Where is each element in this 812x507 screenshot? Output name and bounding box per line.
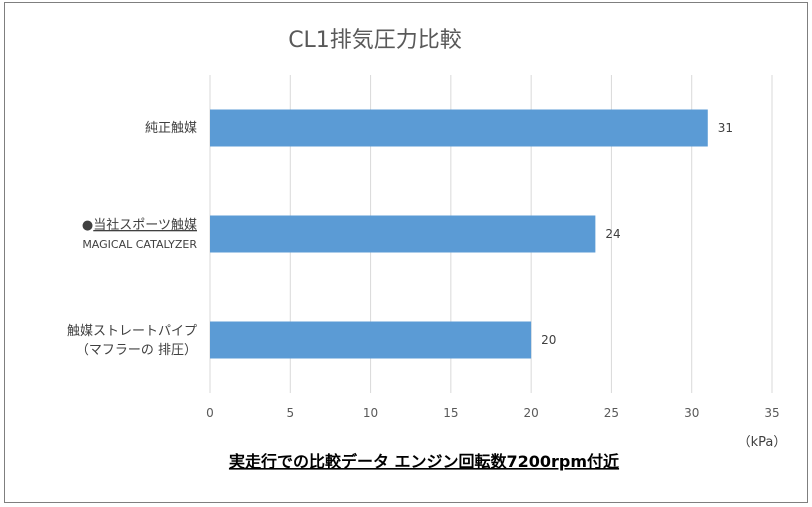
x-tick-label: 35 [764, 406, 779, 420]
data-label: 20 [541, 333, 556, 347]
category-label: ●当社スポーツ触媒 [82, 217, 197, 233]
bar [210, 215, 596, 253]
bullet-icon: ● [82, 218, 93, 233]
x-tick-label: 0 [206, 406, 214, 420]
unit-label: （kPa） [738, 435, 787, 450]
category-label-text: 当社スポーツ触媒 [93, 217, 197, 233]
chart-title: CL1排気圧力比較 [288, 28, 462, 53]
x-tick-labels: 0 5 10 15 20 25 30 35 [206, 406, 779, 420]
x-tick-label: 20 [524, 406, 539, 420]
x-tick-label: 10 [363, 406, 378, 420]
category-label: 純正触媒 [145, 121, 197, 136]
x-tick-label: 25 [604, 406, 619, 420]
x-tick-label: 15 [443, 406, 458, 420]
category-labels: 純正触媒 ●当社スポーツ触媒 MAGICAL CATALYZER 触媒ストレートパイプ… [67, 121, 197, 358]
data-label: 24 [605, 227, 620, 241]
category-label-text: 触媒ストレートパイプ [67, 324, 197, 339]
bar [210, 109, 708, 147]
category-label: 触媒ストレートパイプ [67, 324, 197, 339]
chart-caption: 実走行での比較データ エンジン回転数7200rpm付近 [229, 452, 619, 471]
category-sublabel: MAGICAL CATALYZER [82, 238, 197, 251]
x-tick-label: 30 [684, 406, 699, 420]
data-label: 31 [718, 121, 733, 135]
x-tick-label: 5 [286, 406, 294, 420]
category-sublabel: （マフラーの 排圧） [76, 343, 197, 358]
bar [210, 321, 532, 359]
bars: 31 24 20 [210, 109, 733, 359]
